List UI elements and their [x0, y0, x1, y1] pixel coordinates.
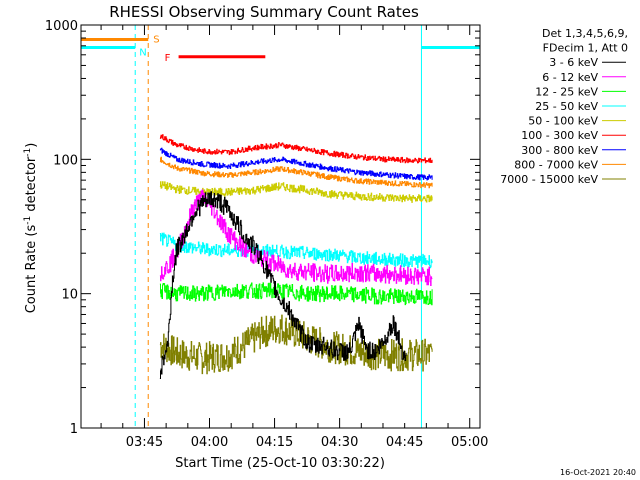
night-flag-label: N [139, 47, 146, 58]
chart-title: RHESSI Observing Summary Count Rates [109, 3, 419, 21]
series-line-5 [159, 134, 433, 164]
y-tick-label-3: 1000 [45, 19, 78, 34]
legend-entry-7: 800 - 7000 keV [514, 158, 598, 171]
x-tick-label-1: 04:00 [191, 435, 228, 450]
series-line-7 [159, 156, 433, 189]
x-tick-label-4: 04:45 [386, 435, 423, 450]
saa-flag-label: S [153, 34, 159, 45]
series-line-4 [159, 181, 433, 203]
legend-entry-4: 50 - 100 keV [528, 115, 598, 128]
x-tick-label-5: 05:00 [451, 435, 488, 450]
series-line-0 [159, 191, 407, 379]
y-tick-label-0: 1 [70, 422, 78, 437]
x-tick-label-3: 04:30 [321, 435, 358, 450]
y-tick-label-2: 100 [53, 153, 78, 168]
date-stamp: 16-Oct-2021 20:40 [560, 468, 636, 477]
legend-entry-0: 3 - 6 keV [549, 56, 598, 69]
y-tick-label-1: 10 [61, 288, 78, 303]
flare-flag-label: F [165, 53, 171, 64]
series-line-2 [159, 282, 433, 306]
series-line-6 [159, 147, 433, 181]
plot-area: NSF [80, 25, 481, 428]
axes: 1 10 100 1000 03:45 04:00 04:15 04:30 04:45 05:00 [45, 19, 489, 450]
legend-entry-8: 7000 - 15000 keV [500, 173, 598, 186]
legend-header-line-1: FDecim 1, Att 0 [543, 42, 628, 55]
legend-entry-3: 25 - 50 keV [535, 100, 598, 113]
legend-entry-5: 100 - 300 keV [521, 129, 598, 142]
legend-entry-6: 300 - 800 keV [521, 144, 598, 157]
legend-entry-1: 6 - 12 keV [542, 71, 598, 84]
plot-frame [80, 24, 481, 429]
y-axis-label: Count Rate (s-1 detector-1) [23, 143, 39, 314]
legend-header-line-0: Det 1,3,4,5,6,9, [542, 27, 628, 40]
x-axis-label: Start Time (25-Oct-10 03:30:22) [175, 456, 385, 471]
legend-entry-2: 12 - 25 keV [535, 85, 598, 98]
x-tick-label-0: 03:45 [126, 435, 163, 450]
legend: Det 1,3,4,5,6,9, FDecim 1, Att 03 - 6 keV… [500, 27, 628, 186]
x-tick-label-2: 04:15 [256, 435, 293, 450]
series-line-3 [159, 232, 433, 269]
